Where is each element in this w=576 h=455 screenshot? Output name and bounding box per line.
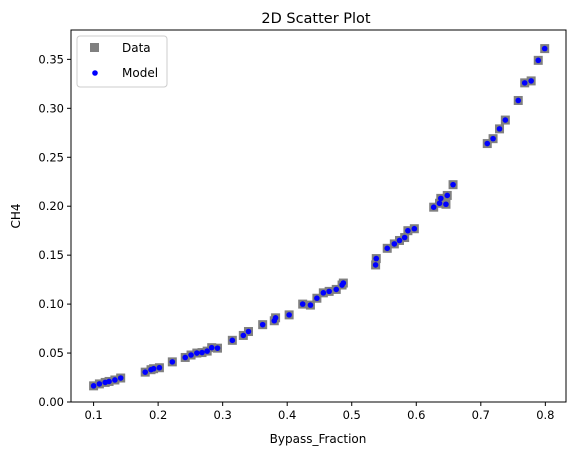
model-point-48 [490,135,496,142]
model-point-27 [314,295,320,302]
legend: Data Model [76,35,168,88]
model-point-14 [199,349,205,356]
model-point-47 [484,140,491,147]
model-point-0 [90,383,97,389]
model-point-20 [245,328,252,335]
model-point-44 [443,201,449,208]
model-point-39 [405,227,411,234]
model-point-29 [326,288,332,295]
x-tick-label-2: 0.3 [214,408,232,422]
model-point-23 [272,315,279,321]
plot-points [89,44,550,391]
legend-box [76,35,168,88]
model-point-34 [373,255,380,262]
model-point-26 [307,302,314,308]
y-tick-label-5: 0.25 [38,150,64,164]
model-point-6 [142,369,149,375]
model-point-35 [384,245,391,252]
model-point-24 [286,312,292,318]
model-point-11 [182,354,189,361]
model-point-10 [169,359,176,365]
model-point-54 [535,57,542,64]
x-tick-label-6: 0.7 [472,408,490,422]
model-point-15 [204,348,210,354]
model-point-45 [444,192,451,199]
y-tick-label-0: 0.00 [38,395,64,409]
model-point-12 [188,352,194,358]
y-tick-label-3: 0.15 [38,248,64,262]
model-point-28 [320,290,327,296]
plot-area-frame [70,29,567,403]
y-axis-ticks: 0.00 0.05 0.10 0.15 0.20 0.25 0.30 0.35 [38,52,71,409]
y-tick-label-2: 0.10 [38,297,64,311]
x-tick-label-0: 0.1 [84,408,102,422]
model-point-25 [299,301,306,307]
x-tick-label-4: 0.5 [343,408,361,422]
model-point-5 [117,375,124,381]
model-point-21 [259,321,266,328]
legend-label-data: Data [122,41,151,55]
y-tick-label-6: 0.30 [38,101,64,115]
model-point-30 [333,286,340,293]
model-point-49 [496,126,503,132]
model-point-52 [521,80,528,86]
x-tick-label-7: 0.8 [536,408,554,422]
model-point-38 [401,234,408,241]
model-point-51 [515,97,522,104]
y-axis-label: CH4 [9,203,23,228]
legend-label-model: Model [122,66,158,80]
y-tick-label-4: 0.20 [38,199,64,213]
model-point-55 [541,45,548,52]
model-point-37 [396,237,403,244]
legend-marker-data [90,43,99,52]
x-tick-label-3: 0.4 [278,408,296,422]
model-point-33 [372,262,379,268]
model-point-18 [229,337,236,344]
x-axis-ticks: 0.1 0.2 0.3 0.4 0.5 0.6 0.7 0.8 [84,402,554,422]
x-tick-label-1: 0.2 [149,408,167,422]
model-point-43 [437,195,444,202]
model-point-9 [156,364,163,371]
model-point-17 [214,345,221,351]
model-point-42 [436,200,443,207]
x-axis-label: Bypass_Fraction [270,432,367,446]
model-point-41 [430,204,437,210]
model-point-19 [240,332,247,339]
y-tick-label-7: 0.35 [38,52,64,66]
x-tick-label-5: 0.6 [407,408,425,422]
legend-marker-model [92,70,98,76]
model-point-3 [106,378,112,385]
model-point-1 [96,381,103,387]
model-point-4 [112,377,118,383]
model-point-46 [450,181,456,188]
model-point-53 [528,78,534,84]
model-point-36 [391,241,398,247]
model-point-13 [194,350,200,356]
model-point-40 [411,225,418,232]
model-point-8 [150,365,157,372]
chart-title: 2D Scatter Plot [261,11,371,27]
model-point-32 [340,280,347,286]
model-point-50 [502,117,509,123]
model-point-16 [208,344,215,351]
y-tick-label-1: 0.05 [38,346,64,360]
